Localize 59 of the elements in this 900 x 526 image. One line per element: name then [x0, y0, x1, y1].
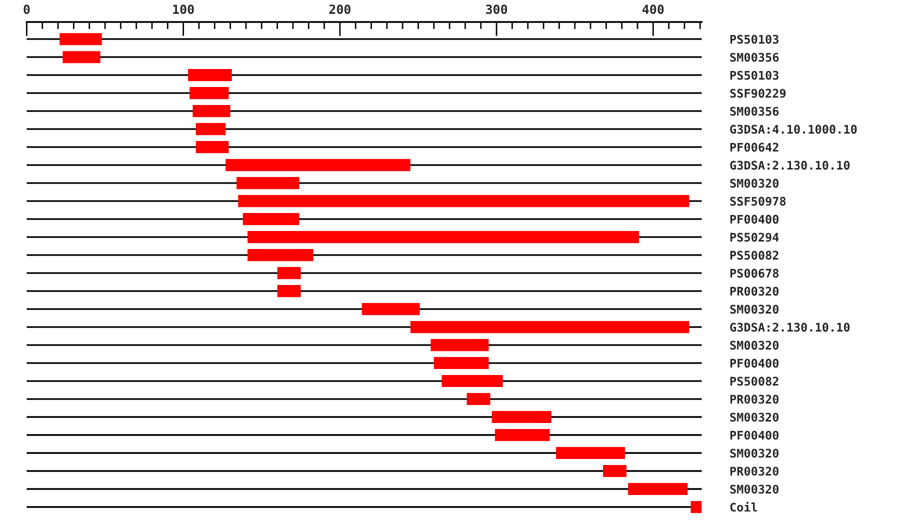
x-tick-label: 0	[24, 4, 30, 14]
y-tick-label: PF00642	[730, 142, 778, 152]
y-tick-label: PS50294	[730, 232, 779, 242]
y-tick-label: SM00320	[730, 304, 779, 314]
y-tick-label: G3DSA:4.10.1000.10	[730, 124, 857, 134]
bar	[248, 231, 640, 244]
bar	[242, 213, 300, 226]
y-tick-label: SM00320	[730, 412, 779, 422]
bar	[466, 392, 490, 406]
bar	[603, 464, 627, 478]
bar	[248, 249, 314, 262]
y-tick-label: PF00400	[730, 214, 779, 224]
bar	[196, 141, 229, 154]
bar	[60, 33, 102, 46]
bar	[236, 177, 300, 190]
bar	[430, 339, 489, 352]
y-tick-label: PR00320	[730, 286, 779, 296]
y-tick-label: SM00356	[730, 106, 779, 116]
y-tick-label: SM00320	[730, 448, 779, 458]
bar	[442, 375, 503, 388]
bar	[190, 87, 229, 100]
y-tick-label: PS50103	[730, 34, 778, 44]
y-tick-label: PF00400	[730, 358, 779, 368]
bar	[277, 267, 301, 280]
bar	[410, 321, 690, 334]
bar	[238, 195, 690, 208]
bar	[494, 428, 550, 442]
y-tick-label: SSF50978	[730, 196, 786, 206]
bar	[690, 500, 702, 514]
bar	[192, 105, 230, 118]
y-tick-label: PR00320	[730, 394, 779, 404]
y-tick-label: PR00320	[730, 466, 779, 476]
bar	[628, 482, 688, 496]
x-tick-label: 100	[173, 4, 194, 14]
y-tick-label: SM00356	[730, 52, 779, 62]
bar	[188, 69, 232, 82]
bar	[362, 303, 420, 316]
x-tick-label: 200	[329, 4, 350, 14]
bar	[492, 410, 552, 424]
y-tick-label: SM00320	[730, 340, 779, 350]
y-tick-label: PS50082	[730, 376, 778, 386]
y-tick-label: SSF90229	[730, 88, 786, 98]
bar	[62, 51, 100, 64]
y-tick-label: PS50082	[730, 250, 778, 260]
bar	[196, 123, 226, 136]
x-tick-label: 300	[486, 4, 508, 14]
y-tick-label: PS00678	[730, 268, 778, 278]
y-tick-label: SM00320	[730, 484, 779, 494]
y-tick-label: PF00400	[730, 430, 779, 440]
bar	[434, 357, 489, 370]
y-tick-label: G3DSA:2.130.10.10	[730, 322, 850, 332]
bar	[277, 285, 301, 298]
y-tick-label: G3DSA:2.130.10.10	[730, 160, 850, 170]
y-tick-label: SM00320	[730, 178, 779, 188]
bar	[556, 446, 625, 460]
y-tick-label: PS50103	[730, 70, 778, 80]
bar	[226, 159, 410, 172]
x-tick-label: 400	[642, 4, 664, 14]
y-tick-label: Coil	[730, 502, 758, 512]
